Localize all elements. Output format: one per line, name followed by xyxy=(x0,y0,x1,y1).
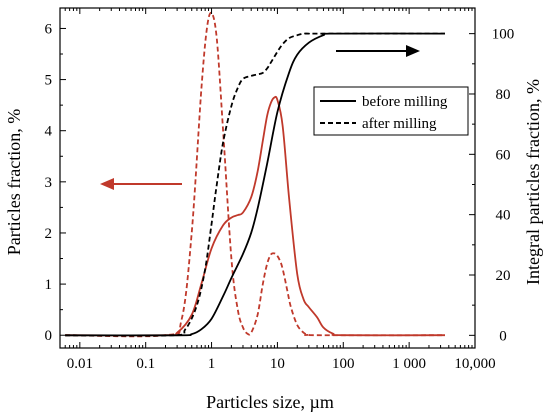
y-axis-left-title: Particles fraction, % xyxy=(4,109,24,255)
x-tick-label-3: 10 xyxy=(270,356,285,372)
plot-frame xyxy=(59,7,476,349)
legend: before milling after milling xyxy=(313,86,469,136)
y-right-tick-label-2: 40 xyxy=(496,208,511,224)
x-axis-title: Particles size, µm xyxy=(206,392,334,412)
series-layer xyxy=(65,11,446,338)
y-right-tick-label-1: 20 xyxy=(496,268,511,284)
y-left-tick-label-0: 0 xyxy=(45,328,53,344)
legend-label-after-milling: after milling xyxy=(362,116,437,132)
series-after-milling-fraction xyxy=(65,11,446,338)
x-tick-label-5: 1 000 xyxy=(392,356,426,372)
y-left-tick-label-4: 4 xyxy=(45,124,53,140)
left-axis-arrow-head xyxy=(100,178,114,190)
annotation-layer xyxy=(100,45,420,190)
x-tick-label-4: 100 xyxy=(332,356,355,372)
y-right-tick-label-5: 100 xyxy=(492,27,515,43)
legend-label-before-milling: before milling xyxy=(362,94,448,110)
y-left-tick-label-2: 2 xyxy=(45,226,53,242)
y-axis-right-title: Integral particles fraction, % xyxy=(523,79,543,285)
x-tick-label-6: 10,000 xyxy=(454,356,495,372)
y-left-tick-label-5: 5 xyxy=(45,73,53,89)
right-axis-arrow-head xyxy=(406,45,420,57)
series-after-milling-integral xyxy=(65,32,445,337)
y-left-tick-label-6: 6 xyxy=(45,21,53,37)
x-tick-label-2: 1 xyxy=(208,356,216,372)
axes-layer: 0.01 0.1 1 10 100 1 000 10,0000123456020406080… xyxy=(45,7,515,372)
y-right-tick-label-4: 80 xyxy=(496,87,511,103)
x-tick-label-1: 0.1 xyxy=(136,356,155,372)
series-before-milling-integral xyxy=(65,32,446,337)
y-right-tick-label-0: 0 xyxy=(499,328,507,344)
x-tick-label-0: 0.01 xyxy=(67,356,93,372)
legend-box xyxy=(313,86,469,136)
y-right-tick-label-3: 60 xyxy=(496,147,511,163)
y-left-tick-label-1: 1 xyxy=(45,277,53,293)
y-left-tick-label-3: 3 xyxy=(45,175,53,191)
